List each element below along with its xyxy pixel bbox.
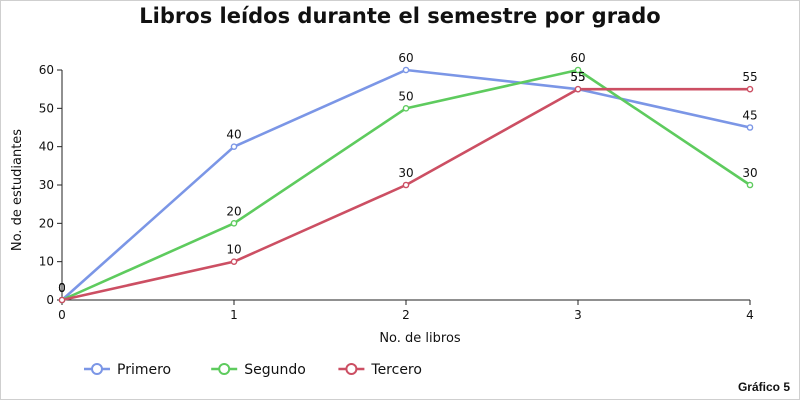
x-tick-label: 1	[230, 308, 238, 322]
y-tick-label: 40	[39, 140, 54, 154]
data-label: 0	[58, 281, 66, 295]
data-point	[746, 181, 754, 189]
chart-title: Libros leídos durante el semestre por gr…	[139, 4, 661, 28]
data-label: 60	[398, 51, 413, 65]
x-tick-label: 4	[746, 308, 754, 322]
data-point	[402, 105, 410, 112]
data-label: 60	[570, 51, 585, 65]
axes: 0 10 20 30 40 50 60 0 1 2 3 4 No. de libros No. de es…	[10, 63, 754, 346]
data-point	[230, 143, 238, 150]
y-tick-label: 60	[39, 63, 54, 77]
y-tick-label: 10	[39, 255, 54, 269]
data-point	[746, 85, 754, 93]
series-points	[58, 66, 754, 304]
legend-label: Primero	[117, 362, 171, 378]
data-point	[574, 66, 582, 74]
data-label: 30	[398, 166, 413, 180]
x-axis-title: No. de libros	[379, 331, 461, 346]
data-point	[574, 85, 582, 93]
x-tick-label: 3	[574, 308, 582, 322]
data-point	[58, 296, 66, 304]
data-label: 20	[226, 204, 241, 218]
legend-item-primero: Primero	[84, 362, 171, 378]
data-label: 30	[742, 166, 757, 180]
y-tick-label: 30	[39, 178, 54, 192]
data-label: 55	[570, 70, 585, 84]
data-label: 50	[398, 89, 413, 103]
data-point	[230, 258, 238, 265]
legend-swatch-marker	[345, 363, 358, 375]
y-axis-title: No. de estudiantes	[10, 129, 25, 251]
legend-swatch-marker	[91, 363, 103, 375]
y-tick-label: 0	[46, 293, 54, 307]
y-tick-label: 20	[39, 216, 54, 230]
data-label: 55	[742, 70, 757, 84]
series-line-tercero	[61, 87, 750, 302]
data-label: 0	[58, 281, 66, 295]
legend-item-segundo: Segundo	[211, 362, 306, 378]
legend-item-tercero: Tercero	[338, 362, 422, 378]
legend-label: Segundo	[244, 362, 306, 378]
data-label: 40	[226, 128, 241, 142]
data-point	[230, 220, 238, 227]
legend: Primero Segundo Tercero	[84, 362, 422, 378]
legend-swatch-marker	[218, 363, 231, 375]
figure-number: Gráfico 5	[737, 380, 790, 394]
data-label: 55	[570, 70, 585, 84]
data-point	[746, 124, 754, 131]
x-tick-label: 0	[58, 308, 66, 322]
data-point	[402, 66, 410, 74]
y-tick-label: 50	[39, 101, 54, 115]
x-tick-label: 2	[402, 308, 410, 322]
data-label: 45	[742, 109, 757, 123]
data-label: 10	[226, 243, 241, 257]
legend-label: Tercero	[370, 362, 422, 378]
data-label: 0	[58, 281, 66, 295]
data-point	[402, 181, 410, 189]
